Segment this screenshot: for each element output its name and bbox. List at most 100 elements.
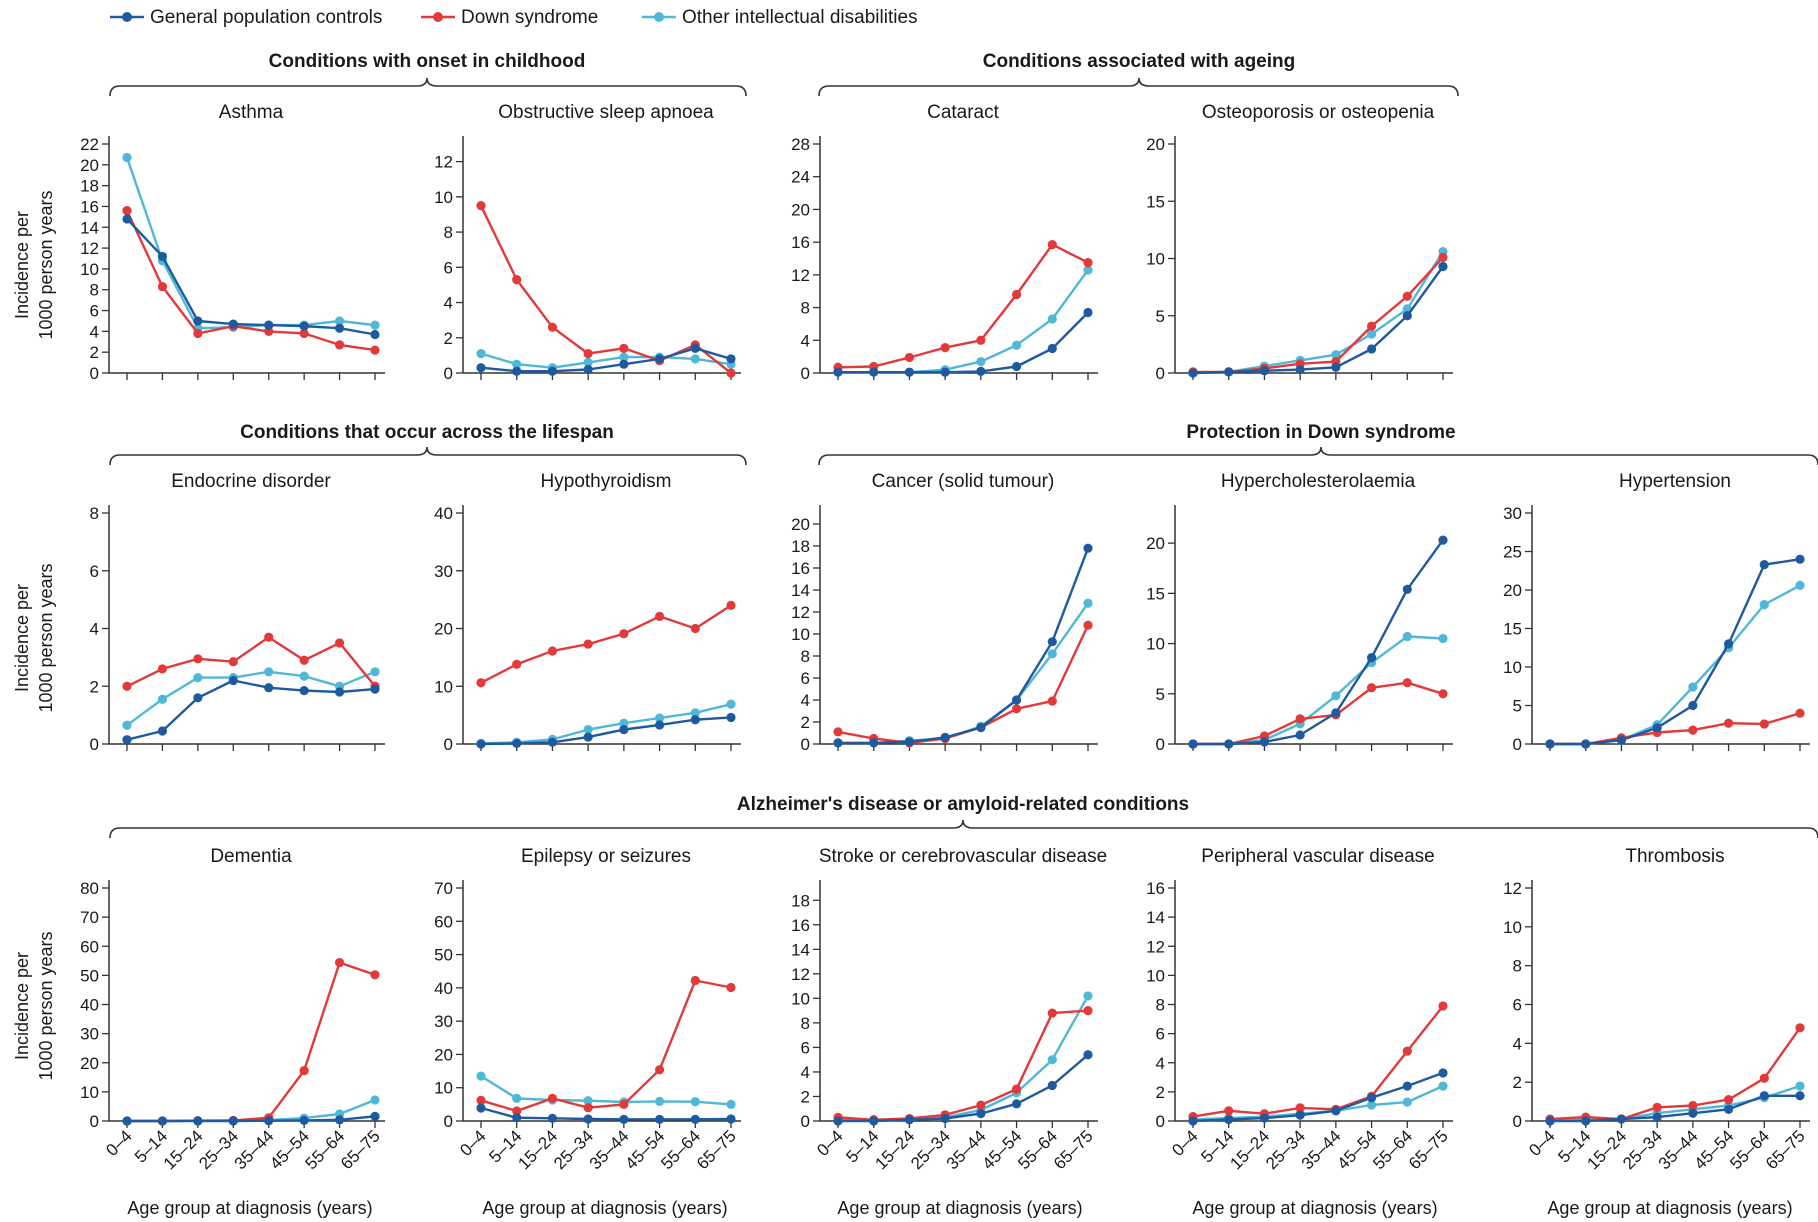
data-point bbox=[299, 328, 309, 339]
series-line bbox=[480, 604, 732, 684]
data-point bbox=[619, 629, 629, 639]
x-tick-label: 0–4 bbox=[813, 1126, 846, 1159]
data-point bbox=[619, 724, 629, 735]
y-tick-label: 8 bbox=[1513, 957, 1522, 976]
data-point bbox=[1366, 344, 1377, 354]
data-point bbox=[1759, 559, 1769, 570]
y-tick-label: 14 bbox=[80, 218, 99, 237]
y-tick-label: 40 bbox=[80, 996, 99, 1015]
y-tick-label: 16 bbox=[791, 916, 810, 935]
series-line bbox=[480, 347, 732, 373]
data-point bbox=[1545, 1116, 1555, 1126]
series-line bbox=[126, 636, 376, 688]
y-tick-label: 20 bbox=[791, 200, 810, 219]
y-tick-label: 10 bbox=[80, 260, 99, 279]
y-tick-label: 2 bbox=[1513, 1073, 1522, 1092]
series-line bbox=[127, 961, 376, 1123]
data-point bbox=[619, 343, 629, 353]
panel-hypercholesterolaemia: Hypercholesterolaemia 0 5 10 15 20 bbox=[1146, 471, 1453, 754]
y-tick-label: 0 bbox=[444, 735, 453, 754]
y-tick-label: 30 bbox=[434, 1012, 453, 1031]
y-tick-label: 5 bbox=[1156, 685, 1165, 704]
data-point bbox=[1438, 1001, 1448, 1011]
data-point bbox=[370, 345, 380, 355]
data-point bbox=[1011, 289, 1022, 300]
y-tick-label: 12 bbox=[434, 153, 453, 172]
series-line bbox=[479, 205, 732, 374]
series-other-intellectual-disabilities bbox=[122, 152, 380, 333]
x-tick-label: 35–44 bbox=[231, 1126, 278, 1173]
data-point bbox=[619, 352, 629, 362]
x-tick-label: 25–34 bbox=[907, 1126, 954, 1173]
data-point bbox=[547, 1113, 558, 1123]
data-point bbox=[1047, 1008, 1057, 1018]
x-tick-label: 45–54 bbox=[622, 1126, 669, 1173]
x-tick-label: 15–24 bbox=[1226, 1126, 1273, 1173]
y-tick-label: 25 bbox=[1503, 543, 1522, 562]
group-title: Protection in Down syndrome bbox=[1186, 422, 1455, 443]
data-point bbox=[1402, 1046, 1412, 1056]
legend: General population controls Down syndrom… bbox=[110, 7, 918, 28]
x-tick-label: 0–4 bbox=[1525, 1126, 1558, 1159]
data-point bbox=[1295, 714, 1305, 724]
data-point bbox=[1083, 598, 1093, 608]
data-point bbox=[690, 715, 700, 725]
series-other-intellectual-disabilities bbox=[122, 667, 380, 730]
y-axis-label-line: Incidence per bbox=[12, 211, 32, 319]
data-point bbox=[122, 152, 132, 163]
data-point bbox=[264, 320, 274, 330]
data-point bbox=[1331, 362, 1341, 372]
data-point bbox=[1295, 730, 1305, 740]
data-point bbox=[264, 683, 274, 693]
data-point bbox=[1723, 639, 1734, 649]
data-point bbox=[940, 367, 950, 377]
data-point bbox=[1047, 696, 1057, 706]
data-point bbox=[976, 366, 986, 376]
x-tick-label: 0–4 bbox=[456, 1126, 489, 1159]
data-point bbox=[1011, 340, 1022, 350]
y-tick-label: 2 bbox=[90, 343, 99, 362]
y-tick-label: 20 bbox=[1146, 534, 1165, 553]
legend-label: General population controls bbox=[150, 7, 382, 28]
data-point bbox=[476, 1095, 486, 1105]
data-point bbox=[476, 349, 486, 359]
x-tick-label: 25–34 bbox=[550, 1126, 597, 1173]
group-ageing: Conditions associated with ageing bbox=[818, 51, 1459, 97]
data-point bbox=[940, 732, 950, 743]
data-point bbox=[654, 611, 665, 621]
data-point bbox=[1047, 1055, 1057, 1065]
data-point bbox=[193, 672, 203, 683]
series-line bbox=[125, 210, 376, 352]
x-axis-label: Age group at diagnosis (years) bbox=[127, 1198, 372, 1218]
data-point bbox=[1402, 631, 1412, 642]
x-axis-label: Age group at diagnosis (years) bbox=[1547, 1198, 1792, 1218]
data-point bbox=[228, 675, 238, 686]
panel-title: Thrombosis bbox=[1625, 846, 1724, 867]
data-point bbox=[122, 735, 132, 745]
series-general-population bbox=[122, 214, 380, 340]
series-other-intellectual-disabilities bbox=[476, 1071, 736, 1109]
series-line bbox=[480, 716, 732, 746]
x-axis-label: Age group at diagnosis (years) bbox=[482, 1198, 727, 1218]
data-point bbox=[157, 694, 168, 704]
y-tick-label: 0 bbox=[444, 364, 453, 383]
data-point bbox=[193, 316, 203, 326]
data-point bbox=[1224, 1106, 1234, 1116]
data-point bbox=[583, 349, 593, 359]
data-point bbox=[299, 321, 309, 331]
series-line bbox=[480, 1075, 732, 1106]
panel-endocrine-disorder: Endocrine disorder 0 2 4 6 8 bbox=[90, 471, 385, 754]
y-axis-label-line: 1000 person years bbox=[36, 563, 56, 712]
data-point bbox=[1011, 695, 1022, 705]
data-point bbox=[1438, 633, 1448, 644]
y-tick-label: 8 bbox=[1156, 996, 1165, 1015]
series-other-intellectual-disabilities bbox=[476, 349, 736, 373]
data-point bbox=[833, 738, 843, 748]
series-general-population bbox=[833, 543, 1093, 748]
legend-label: Other intellectual disabilities bbox=[682, 7, 918, 28]
data-point bbox=[1545, 739, 1555, 749]
data-point bbox=[1688, 1108, 1698, 1118]
data-point bbox=[690, 975, 700, 986]
data-point bbox=[1759, 1073, 1769, 1083]
y-tick-label: 20 bbox=[434, 620, 453, 639]
